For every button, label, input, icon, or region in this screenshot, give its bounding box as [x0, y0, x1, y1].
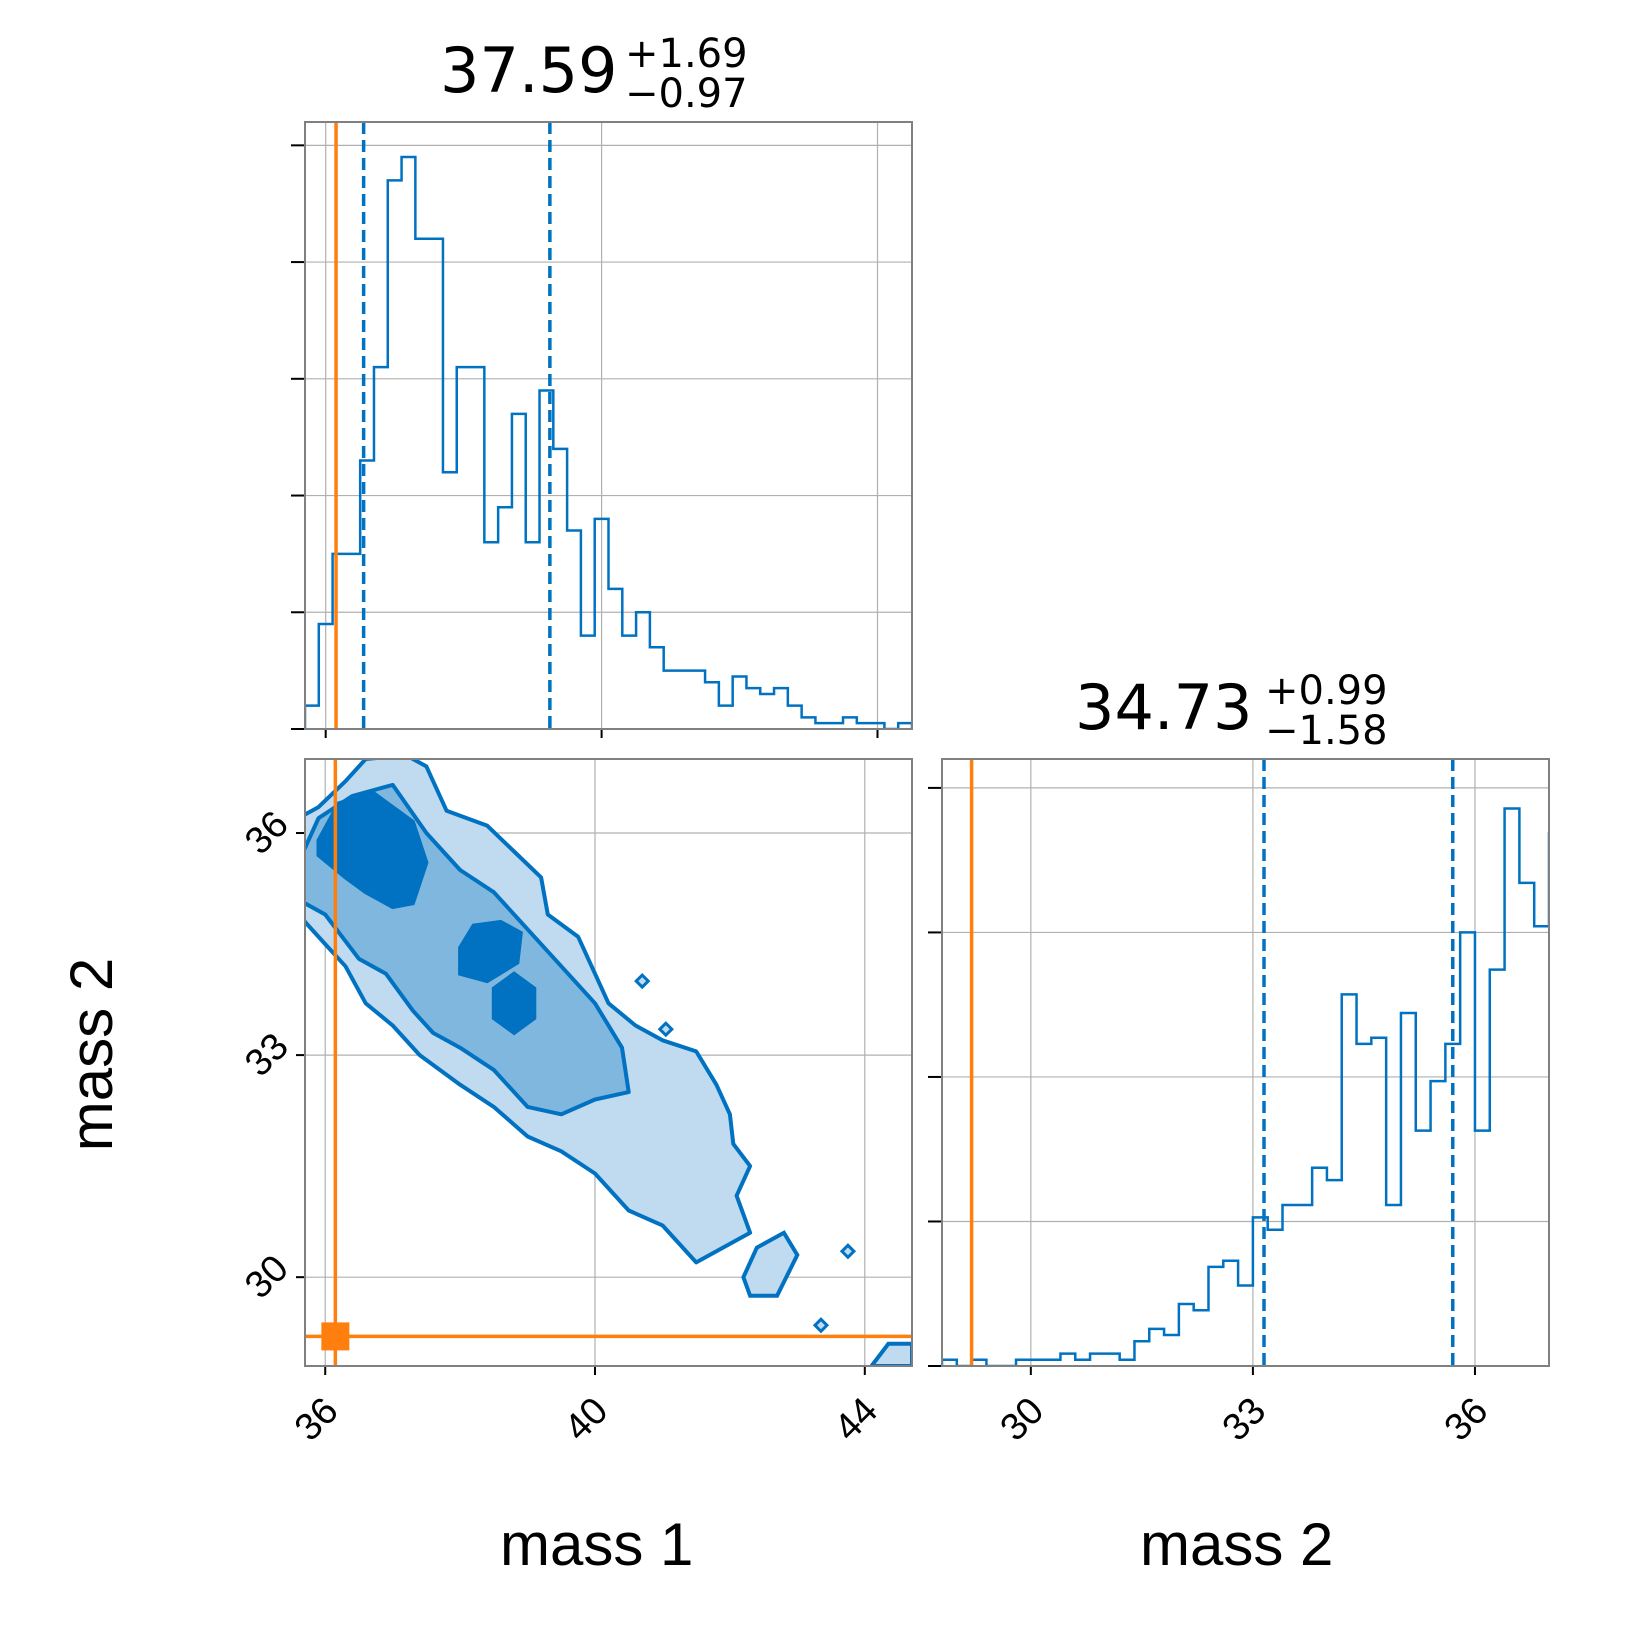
- contour-ytick-label-2: 36: [237, 803, 297, 863]
- contour-ytick-label-0: 30: [237, 1247, 297, 1307]
- x-axis-label-mass2: mass 2: [1140, 1511, 1334, 1578]
- contour-level-core-2: [458, 919, 523, 984]
- hist-mass2-plot-area: [942, 759, 1549, 1366]
- title-mass1-plus: +1.69: [625, 31, 748, 77]
- hist-mass2-xtick-label-0: 30: [993, 1390, 1053, 1450]
- title-mass2-plus: +0.99: [1265, 668, 1388, 714]
- contour-level-core-3: [491, 971, 537, 1036]
- hist-mass2-xtick-label-1: 33: [1215, 1390, 1275, 1450]
- contour-island-1: [741, 1230, 800, 1298]
- y-axis-label-mass2: mass 2: [58, 957, 126, 1152]
- hist-mass1-plot-area: [305, 122, 912, 729]
- contour-island-2: [868, 1341, 912, 1366]
- title-mass1-minus: −0.97: [625, 71, 748, 117]
- contour-xtick-label-1: 40: [557, 1390, 617, 1450]
- contour-ytick-label-1: 33: [237, 1025, 297, 1085]
- hist-mass2-histogram-step: [942, 807, 1549, 1366]
- contour-speck-0: [634, 972, 651, 990]
- contour-xtick-label-2: 44: [827, 1390, 887, 1450]
- contour-frame: [304, 758, 913, 1367]
- hist-mass2-frame: [941, 758, 1550, 1367]
- contour-speck-2: [812, 1317, 830, 1334]
- contour-truth-marker: [321, 1322, 350, 1351]
- title-mass2-value: 34.73: [1075, 671, 1253, 744]
- hist-mass2-xtick-label-2: 36: [1437, 1390, 1497, 1450]
- title-mass2-minus: −1.58: [1265, 708, 1388, 754]
- contour-speck-3: [839, 1243, 857, 1260]
- contour-xtick-label-0: 36: [287, 1390, 347, 1450]
- hist-mass1-histogram-step: [305, 155, 912, 729]
- title-mass1-value: 37.59: [440, 34, 618, 107]
- contour-speck-1: [657, 1021, 674, 1038]
- hist-mass1-frame: [304, 121, 913, 730]
- contour-plot-area: [305, 759, 912, 1366]
- x-axis-label-mass1: mass 1: [500, 1511, 694, 1578]
